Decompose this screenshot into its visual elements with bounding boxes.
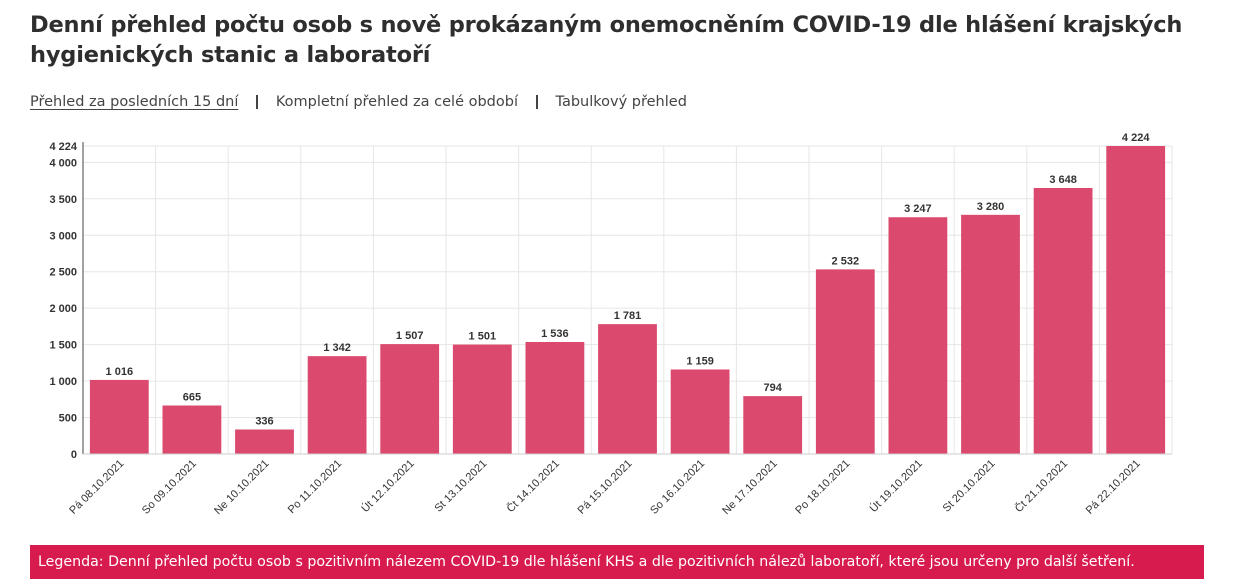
bar-layer bbox=[89, 146, 1166, 454]
x-tick-label: Pá 08.10.2021 bbox=[67, 458, 126, 517]
x-tick-label: St 20.10.2021 bbox=[941, 458, 998, 515]
view-tabs: Přehled za posledních 15 dní Kompletní p… bbox=[30, 91, 687, 113]
y-tick-label: 2 500 bbox=[49, 267, 77, 279]
bar bbox=[307, 356, 367, 454]
bar-chart: 0 500 1 000 1 500 2 000 2 500 3 000 3 500 4 000 4… bbox=[49, 132, 1173, 518]
x-tick-label: Po 11.10.2021 bbox=[286, 458, 345, 517]
bar-value-label: 665 bbox=[183, 392, 201, 404]
bar bbox=[815, 269, 875, 454]
x-tick-label: Pá 22.10.2021 bbox=[1084, 458, 1143, 517]
bar-value-label: 1 016 bbox=[106, 366, 134, 378]
y-tick-label: 3 000 bbox=[49, 230, 77, 242]
bar-value-label: 1 536 bbox=[541, 328, 569, 340]
x-tick-label: So 16.10.2021 bbox=[648, 458, 707, 517]
y-tick-label: 3 500 bbox=[49, 194, 77, 206]
y-max-label: 4 224 bbox=[49, 141, 77, 153]
y-tick-label: 2 000 bbox=[49, 303, 77, 315]
grid-layer bbox=[82, 145, 1173, 455]
bar-value-label: 1 781 bbox=[614, 310, 642, 322]
bar bbox=[89, 379, 149, 454]
x-tick-label: Ne 10.10.2021 bbox=[212, 458, 272, 518]
x-tick-label: Út 12.10.2021 bbox=[359, 457, 417, 515]
bar bbox=[1106, 146, 1166, 454]
bar bbox=[380, 344, 440, 454]
x-tick-label: Ne 17.10.2021 bbox=[720, 458, 780, 518]
bar-value-label: 336 bbox=[255, 416, 273, 428]
x-tick-label: So 09.10.2021 bbox=[140, 458, 199, 517]
x-tick-label: Po 18.10.2021 bbox=[793, 458, 852, 517]
bar bbox=[598, 324, 657, 454]
bar bbox=[888, 217, 948, 454]
x-tick-label: St 13.10.2021 bbox=[432, 458, 489, 515]
tab-full-period[interactable]: Kompletní přehled za celé období bbox=[275, 94, 518, 110]
tab-separator bbox=[256, 95, 258, 109]
bar bbox=[743, 396, 803, 454]
bar bbox=[162, 405, 222, 454]
bar-value-label: 1 342 bbox=[323, 342, 351, 354]
tab-table-view[interactable]: Tabulkový přehled bbox=[555, 94, 687, 110]
x-tick-label: Út 19.10.2021 bbox=[867, 457, 925, 515]
x-tick-label: Čt 21.10.2021 bbox=[1012, 457, 1070, 515]
bar bbox=[1033, 188, 1093, 454]
bar-value-label: 1 159 bbox=[686, 355, 714, 367]
page-title: Denní přehled počtu osob s nově prokázan… bbox=[30, 12, 1183, 68]
bar-value-label: 3 648 bbox=[1049, 174, 1077, 186]
tab-last-15-days[interactable]: Přehled za posledních 15 dní bbox=[30, 94, 239, 110]
bar-value-label: 1 501 bbox=[469, 331, 497, 343]
bar bbox=[235, 429, 294, 454]
bar bbox=[452, 344, 512, 454]
y-tick-label: 0 bbox=[71, 449, 77, 461]
bar-value-label: 794 bbox=[764, 382, 783, 394]
y-tick-label: 1 500 bbox=[49, 340, 77, 352]
bar-value-label: 3 280 bbox=[977, 201, 1005, 213]
y-tick-label: 4 000 bbox=[49, 157, 77, 169]
bar bbox=[961, 214, 1020, 454]
bar-value-label: 4 224 bbox=[1122, 132, 1150, 144]
bar-value-label: 1 507 bbox=[396, 330, 424, 342]
legend-box: Legenda: Denní přehled počtu osob s pozi… bbox=[30, 545, 1204, 579]
bar bbox=[525, 342, 585, 454]
x-tick-label: Pá 15.10.2021 bbox=[576, 458, 635, 517]
y-tick-label: 1 000 bbox=[49, 376, 77, 388]
bar bbox=[670, 369, 730, 454]
y-tick-label: 500 bbox=[59, 413, 77, 425]
x-tick-label: Čt 14.10.2021 bbox=[504, 457, 562, 515]
bar-value-label: 2 532 bbox=[832, 255, 860, 267]
bar-value-label: 3 247 bbox=[904, 203, 932, 215]
tab-separator bbox=[536, 95, 538, 109]
